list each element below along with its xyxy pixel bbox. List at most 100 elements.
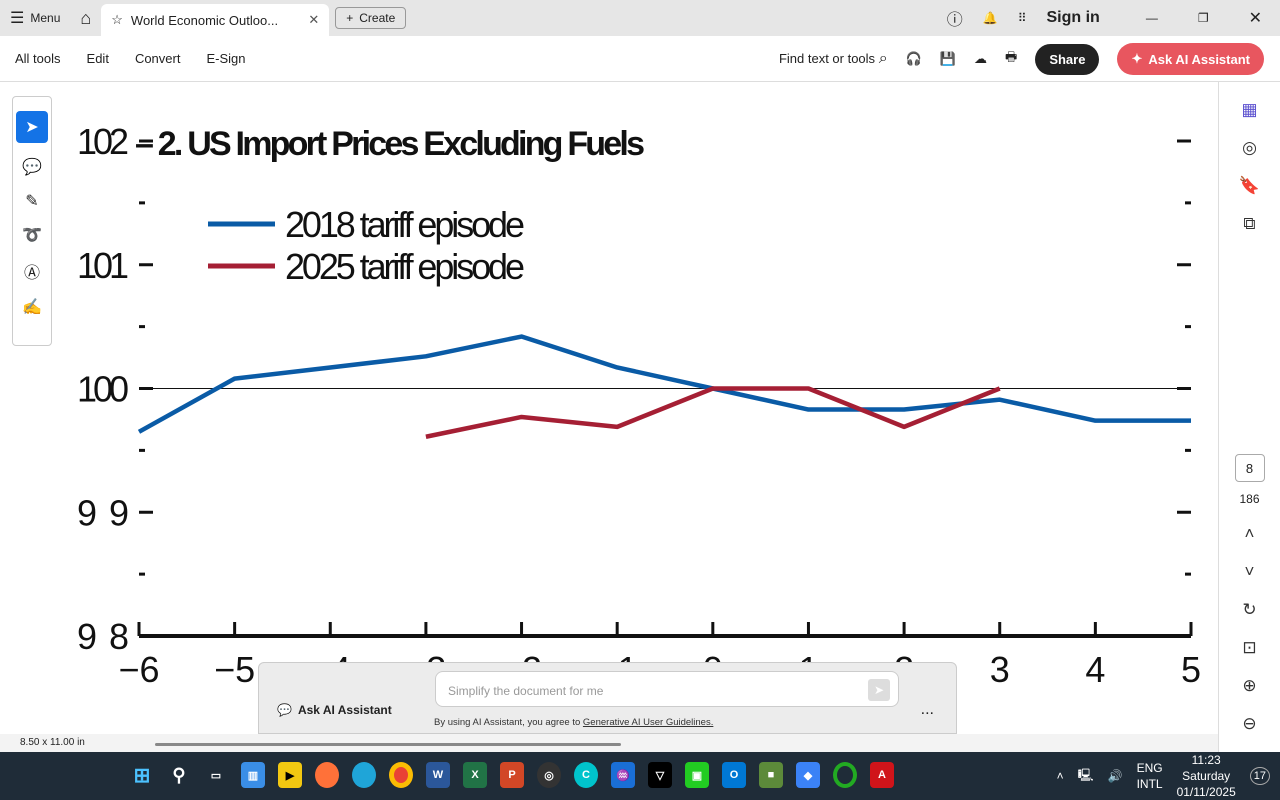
y-tick-label: 100 xyxy=(77,369,129,410)
ai-chat-icon: 💬 xyxy=(277,703,292,717)
guidelines-link[interactable]: Generative AI User Guidelines. xyxy=(582,717,714,728)
help-icon[interactable]: ⓘ xyxy=(946,12,963,29)
highlight-icon[interactable]: ✎ xyxy=(25,193,39,210)
send-icon[interactable]: ➤ xyxy=(868,679,890,701)
fit-page-icon[interactable]: ⊡ xyxy=(1242,638,1257,657)
app-icon[interactable]: ▽ xyxy=(648,762,672,788)
document-tab[interactable]: ☆ World Economic Outloo... ✕ xyxy=(101,4,330,36)
circle-app-icon[interactable] xyxy=(833,762,857,788)
canva-icon[interactable]: C xyxy=(574,762,598,788)
clock[interactable]: 11:23 Saturday 01/11/2025 xyxy=(1176,753,1236,799)
sign-icon[interactable]: ✍ xyxy=(22,299,42,316)
x-tick-label: 4 xyxy=(1085,649,1105,690)
tray-chevron-icon[interactable]: ˄ xyxy=(1056,769,1064,783)
taskbar: ⊞ ⚲ ▭ ▥ ▶ W X P ◎ C ♒ ▽ ▣ O ■ ◆ A ˄ 🖳 🔊 … xyxy=(0,752,1280,800)
x-tick-label: 3 xyxy=(990,649,1010,690)
plus-icon: + xyxy=(346,11,354,25)
home-icon: ⌂ xyxy=(80,7,92,28)
zoom-in-icon[interactable]: ⊕ xyxy=(1242,676,1257,695)
horizontal-scrollbar[interactable] xyxy=(155,743,621,746)
word-icon[interactable]: W xyxy=(426,762,450,788)
outlook-icon[interactable]: O xyxy=(722,762,746,788)
menu-edit[interactable]: Edit xyxy=(86,51,109,66)
ai-assistant-panel: 💬 Ask AI Assistant Simplify the document … xyxy=(258,662,957,734)
start-icon[interactable]: ⊞ xyxy=(133,764,151,787)
tab-bar: ☰ Menu ⌂ ☆ World Economic Outloo... ✕ + Crea… xyxy=(0,0,1280,36)
y-tick-label: 102 xyxy=(77,121,129,162)
ai-disclaimer: By using AI Assistant, you agree to Gene… xyxy=(434,717,714,728)
find-button[interactable]: Find text or tools ⌕ xyxy=(778,50,888,67)
powerpoint-icon[interactable]: P xyxy=(500,762,524,788)
chevron-down-icon[interactable]: ˅ xyxy=(1244,562,1255,581)
notifications-icon[interactable]: 17 xyxy=(1249,767,1270,785)
upload-icon[interactable]: ☁ xyxy=(974,51,988,66)
share-button[interactable]: Share xyxy=(1035,43,1100,75)
total-pages: 186 xyxy=(1239,492,1260,506)
ask-ai-button[interactable]: ✦ Ask AI Assistant xyxy=(1117,43,1264,75)
select-tool-icon[interactable]: ➤ xyxy=(16,111,48,143)
chevron-up-icon[interactable]: ˄ xyxy=(1244,524,1255,543)
page-thumbnails-icon[interactable]: ▦ xyxy=(1241,100,1258,119)
zoom-out-icon[interactable]: ⊖ xyxy=(1242,714,1257,733)
series-line-1 xyxy=(137,334,1191,434)
player-icon[interactable]: ▶ xyxy=(278,762,302,788)
menu-convert[interactable]: Convert xyxy=(134,51,181,66)
toolbar: All tools Edit Convert E-Sign Find text … xyxy=(0,36,1280,82)
page-number-input[interactable]: 8 xyxy=(1234,454,1265,482)
create-button[interactable]: + Create xyxy=(335,7,407,29)
y-tick-label: 99 xyxy=(77,492,129,533)
network-icon[interactable]: 🖳 xyxy=(1077,767,1094,782)
draw-icon[interactable]: ➰ xyxy=(22,227,42,244)
restore-icon[interactable]: ❐ xyxy=(1197,11,1209,25)
y-tick-label: 101 xyxy=(77,245,129,286)
roblox-icon[interactable]: ◆ xyxy=(796,762,820,788)
quick-tools: ➤ 💬 ✎ ➰ Ⓐ ✍ xyxy=(12,96,52,346)
acrobat-icon[interactable]: A xyxy=(870,762,894,788)
edge-icon[interactable] xyxy=(352,762,376,788)
ai-chat-icon: ✦ xyxy=(1131,51,1143,66)
bell-icon[interactable]: 🔔 xyxy=(982,11,998,25)
comment-icon[interactable]: 💬 xyxy=(22,159,42,176)
close-window-icon[interactable]: ✕ xyxy=(1248,10,1262,27)
task-view-icon[interactable]: ▭ xyxy=(210,769,222,782)
right-sidebar: ▦ ◎ 🔖 ⧉ 8 186 ˄ ˅ ↻ ⊡ ⊕ ⊖ xyxy=(1218,82,1280,752)
pages-icon[interactable]: ⧉ xyxy=(1243,214,1256,233)
minecraft-icon[interactable]: ■ xyxy=(759,762,783,788)
more-options-button[interactable]: ... xyxy=(920,701,934,718)
firefox-icon[interactable] xyxy=(315,762,339,788)
chrome-icon[interactable] xyxy=(389,762,413,788)
ai-prompt-input[interactable]: Simplify the document for me ➤ xyxy=(435,671,899,707)
menu-esign[interactable]: E-Sign xyxy=(206,51,246,66)
x-tick-label: −5 xyxy=(214,649,255,690)
menu-button[interactable]: ☰ Menu xyxy=(10,10,61,27)
minimize-icon[interactable]: — xyxy=(1145,11,1158,25)
page-size: 8.50 x 11.00 in xyxy=(20,737,85,748)
audio-app-icon[interactable]: ♒ xyxy=(611,762,635,788)
excel-icon[interactable]: X xyxy=(463,762,487,788)
print-icon[interactable]: 🖶 xyxy=(1005,49,1018,64)
save-icon[interactable]: 💾 xyxy=(939,51,957,66)
legend-label: 2018 tariff episode xyxy=(285,204,525,245)
search-icon[interactable]: ⚲ xyxy=(172,764,186,785)
bookmarks-icon[interactable]: 🔖 xyxy=(1238,176,1261,195)
x-tick-label: −6 xyxy=(118,649,159,690)
chart-title: – 2. US Import Prices Excluding Fuels xyxy=(135,125,645,163)
comments-icon[interactable]: ◎ xyxy=(1242,138,1257,157)
language-indicator[interactable]: ENG INTL xyxy=(1136,761,1163,791)
volume-icon[interactable]: 🔊 xyxy=(1107,769,1123,783)
sign-in-button[interactable]: Sign in xyxy=(1046,9,1100,26)
menu-all-tools[interactable]: All tools xyxy=(15,51,61,66)
rotate-icon[interactable]: ↻ xyxy=(1242,600,1257,619)
read-aloud-icon[interactable]: 🎧 xyxy=(905,51,922,66)
home-button[interactable]: ⌂ xyxy=(70,0,101,36)
obs-icon[interactable]: ◎ xyxy=(537,762,561,788)
close-tab-icon[interactable]: ✕ xyxy=(308,12,320,27)
widgets-icon[interactable]: ▥ xyxy=(241,762,265,788)
star-icon: ☆ xyxy=(111,12,123,27)
text-select-icon[interactable]: Ⓐ xyxy=(23,265,40,282)
apps-grid-icon[interactable]: ⠿ xyxy=(1017,11,1027,25)
chat-app-icon[interactable]: ▣ xyxy=(685,762,709,788)
hamburger-icon: ☰ xyxy=(10,10,25,27)
x-tick-label: 5 xyxy=(1181,649,1201,690)
